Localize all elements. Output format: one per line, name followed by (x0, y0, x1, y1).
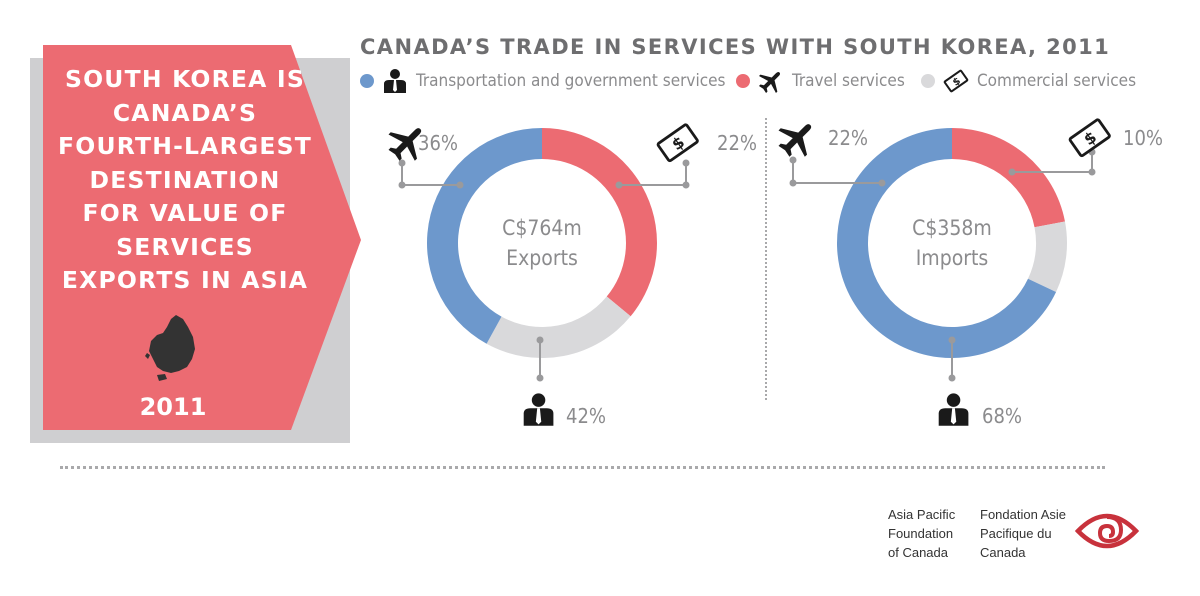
callout-dot (789, 156, 797, 164)
airplane-icon (778, 124, 812, 157)
org-name-english: Asia Pacific Foundation of Canada (888, 507, 956, 560)
money-bill-icon: $ (1068, 118, 1111, 158)
legend-label: Commercial services (977, 71, 1137, 91)
headline-line: fourth-largest (58, 132, 312, 160)
legend-item-travel: Travel services (736, 66, 905, 96)
person-icon (938, 393, 969, 426)
slice-percent-label: 22% (828, 126, 868, 150)
center-amount-label: C$764m (502, 216, 582, 240)
exports-donut (426, 128, 657, 358)
callout-dot (682, 181, 690, 189)
airplane-shape (778, 124, 812, 157)
imports-donut (837, 128, 1067, 358)
headline-line: South Korea is (65, 65, 305, 93)
callout-dot (536, 374, 544, 382)
callout-dot (948, 374, 956, 382)
slice-percent-label: 68% (982, 404, 1022, 428)
headline-line: for value of (82, 199, 288, 227)
money-bill-icon: $ (656, 123, 699, 163)
airplane-icon (388, 128, 422, 161)
callout-dot (682, 159, 690, 167)
airplane-shape (388, 128, 422, 161)
south-korea-map-icon (145, 315, 195, 381)
donut-slice (542, 128, 657, 317)
callout-dot (398, 181, 406, 189)
center-flow-label: Exports (506, 246, 578, 270)
person-icon (384, 69, 406, 93)
banner-headline: South Korea is Canada’s fourth-largest d… (55, 63, 315, 298)
callout-dot (1088, 168, 1096, 176)
org-name-french: Fondation Asie Pacifique du Canada (980, 507, 1067, 560)
slice-percent-label: 10% (1123, 126, 1163, 150)
vertical-divider (765, 118, 767, 400)
banner-arrow-shape (43, 45, 361, 430)
callout-dot (1008, 168, 1016, 176)
money-bill-icon: $ (943, 69, 969, 93)
donut-slice (486, 296, 631, 358)
chart-title: CANADA’S TRADE IN SERVICES WITH SOUTH KO… (360, 35, 1111, 59)
headline-banner: South Korea is Canada’s fourth-largest d… (43, 45, 361, 430)
callout-dot (878, 179, 886, 187)
donut-slice (952, 128, 1065, 228)
callout-dot (456, 181, 464, 189)
slice-percent-label: 22% (717, 131, 757, 155)
foundation-logo-icon (1074, 513, 1140, 549)
airplane-icon (758, 71, 781, 94)
headline-line: services (116, 232, 254, 261)
headline-line: destination (89, 165, 281, 194)
legend-label: Transportation and government services (416, 71, 726, 91)
callout-dot (615, 181, 623, 189)
person-tie (950, 408, 957, 425)
center-amount-label: C$358m (912, 216, 992, 240)
slice-percent-label: 42% (566, 404, 606, 428)
legend-dot (360, 74, 374, 88)
donut-slice (426, 128, 542, 344)
callout-dot (398, 159, 406, 167)
donut-slice (1028, 221, 1067, 292)
legend-item-commercial: $ Commercial services (921, 66, 1136, 96)
legend-item-transportation: Transportation and government services (360, 66, 725, 96)
legend-dot (921, 74, 935, 88)
headline-line: exports in Asia (61, 266, 309, 294)
person-tie (535, 408, 542, 425)
callout-dot (789, 179, 797, 187)
callout-dot (536, 336, 544, 344)
bill-outline (1068, 118, 1111, 158)
legend-dot (736, 74, 750, 88)
legend-label: Travel services (792, 71, 905, 91)
banner-year: 2011 (139, 393, 207, 421)
bill-outline (656, 123, 699, 163)
legend: Transportation and government services T… (360, 66, 1160, 96)
headline-line: Canada’s (112, 98, 258, 127)
slice-percent-label: 36% (418, 131, 458, 155)
person-head (531, 393, 546, 407)
callout-dot (948, 336, 956, 344)
person-icon (523, 393, 554, 426)
person-head (946, 393, 961, 407)
horizontal-divider (60, 466, 1105, 469)
center-flow-label: Imports (916, 246, 989, 270)
